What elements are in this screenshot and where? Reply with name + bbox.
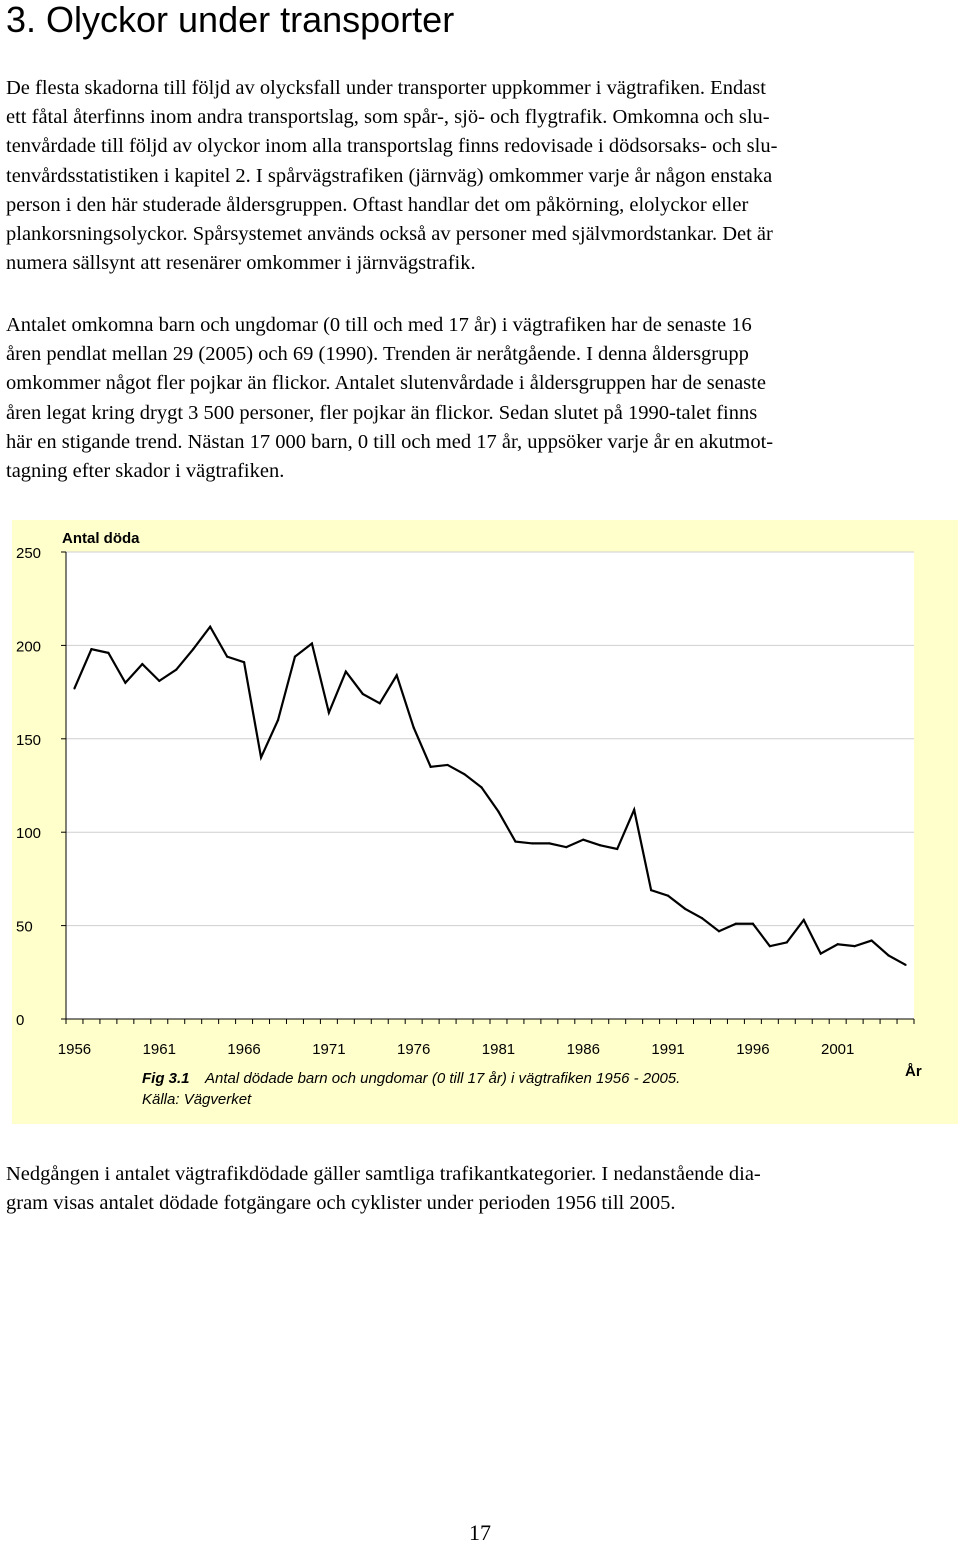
plot-area [66,552,914,1019]
data-point [378,702,381,705]
data-point [463,773,466,776]
y-tick-label: 150 [16,732,41,749]
data-point [361,692,364,696]
text-line: tenvårdsstatistiken i kapitel 2. I spårv… [6,164,773,187]
text-line: här en stigande trend. Nästan 17 000 bar… [6,430,774,453]
data-point [158,679,161,682]
data-point [395,674,398,677]
data-point [785,941,788,944]
data-point [666,894,670,897]
figure-source: Källa: Vägverket [142,1091,252,1108]
paragraph-road-user-categories: Nedgången i antalet vägtrafikdödade gäll… [6,1160,954,1218]
data-point [717,930,721,933]
y-tick-label: 200 [16,638,41,655]
data-point [90,648,93,651]
text-line: tagning efter skador i vägtrafiken. [6,460,285,483]
x-tick-label: 1961 [143,1041,176,1058]
data-point [565,846,568,849]
data-point [887,954,890,957]
data-point [633,808,636,811]
text-line: Nedgången i antalet vägtrafikdödade gäll… [6,1163,761,1185]
y-tick-label: 250 [16,545,41,562]
x-tick-label: 1966 [227,1041,260,1058]
chart-road-deaths: 0 50 100 150 200 250 1956 1961 1966 1971 1976 1981 1… [12,520,958,1124]
text-line: person i den här studerade åldersgruppen… [6,193,749,216]
data-point [141,662,144,666]
data-point [73,687,76,690]
text-line: Antalet omkomna barn och ungdomar (0 til… [6,314,752,336]
data-point [259,756,263,759]
data-point [310,642,314,645]
text-line: gram visas antalet dödade fotgängare och… [6,1192,676,1215]
x-tick-label: 1986 [567,1041,600,1058]
text-line: De flesta skadorna till följd av olycksf… [6,77,766,99]
data-point [209,625,212,628]
text-line: åren legat kring drygt 3 500 personer, f… [6,401,758,424]
data-point [175,668,178,671]
text-line: plankorsningsolyckor. Spårsystemet använ… [6,223,773,246]
data-point [768,945,771,948]
data-point [226,655,229,658]
data-point [514,840,517,843]
data-point [853,945,856,948]
x-tick-label: 1971 [312,1041,345,1058]
text-line: åren pendlat mellan 29 (2005) och 69 (19… [6,343,749,366]
data-point [293,655,297,658]
text-line: omkommer något fler pojkar än flickor. A… [6,372,766,395]
data-point [650,889,653,892]
data-point [802,918,805,922]
paragraph-transport-accidents: De flesta skadorna till följd av olycksf… [6,74,954,278]
data-point [904,963,907,966]
data-point [412,726,415,729]
page-heading: 3. Olyckor under transporter [6,0,455,40]
text-line: numera sällsynt att resenärer omkommer i… [6,252,476,275]
data-point [344,670,347,673]
data-point [242,661,246,664]
x-tick-label: 1996 [736,1041,769,1058]
x-tick-label: 1991 [651,1041,684,1058]
data-point [616,847,619,851]
data-point [582,838,585,841]
data-point [819,952,822,955]
x-tick-label: 2001 [821,1041,854,1058]
data-point [327,711,330,714]
data-point [497,810,500,813]
data-point [107,651,110,654]
data-point [683,907,687,910]
text-line: tenvårdade till följd av olyckor inom al… [6,135,778,158]
data-point [548,842,551,845]
page-number: 17 [469,1520,491,1545]
data-point [446,763,449,767]
data-point [429,765,432,768]
figure-caption-label: Fig 3.1 [142,1070,190,1087]
y-tick-label: 0 [16,1012,24,1029]
paragraph-children-road-traffic: Antalet omkomna barn och ungdomar (0 til… [6,311,954,486]
data-point [192,648,195,651]
data-point [531,842,534,845]
series-line-antal-doda [73,624,907,966]
x-tick-label: 1976 [397,1041,430,1058]
x-tick-label: 1981 [482,1041,515,1058]
line-chart: 0 50 100 150 200 250 1956 1961 1966 1971 1976 1981 1… [16,530,922,1108]
data-point [870,939,873,942]
figure-caption-text: Antal dödade barn och ungdomar (0 till 1… [204,1070,680,1087]
data-point [276,719,280,722]
x-tick-label: 1956 [58,1041,91,1058]
data-point [480,786,483,789]
data-point [700,917,704,920]
y-axis-label: Antal döda [62,530,140,547]
x-axis-label: År [905,1063,922,1080]
data-point [751,922,754,925]
y-tick-label: 100 [16,825,41,842]
data-point [734,922,738,925]
y-tick-label: 50 [16,919,33,936]
text-line: ett fåtal återfinns inom andra transport… [6,106,770,129]
data-point [599,844,602,847]
data-point [836,943,839,946]
data-point [124,681,127,684]
